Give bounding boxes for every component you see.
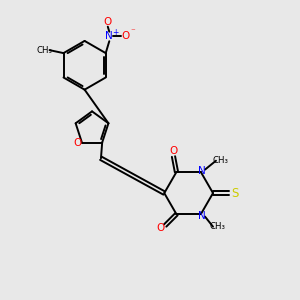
- Text: N: N: [105, 31, 113, 41]
- Text: O: O: [169, 146, 178, 156]
- Text: O: O: [104, 17, 112, 28]
- Text: CH₃: CH₃: [36, 46, 52, 55]
- Text: CH₃: CH₃: [212, 156, 228, 165]
- Text: O: O: [73, 137, 81, 148]
- Text: +: +: [112, 28, 119, 37]
- Text: N: N: [198, 211, 206, 221]
- Text: ⁻: ⁻: [131, 27, 135, 36]
- Text: CH₃: CH₃: [209, 222, 225, 231]
- Text: O: O: [122, 31, 130, 41]
- Text: S: S: [232, 187, 239, 200]
- Text: O: O: [157, 224, 165, 233]
- Text: N: N: [198, 166, 206, 176]
